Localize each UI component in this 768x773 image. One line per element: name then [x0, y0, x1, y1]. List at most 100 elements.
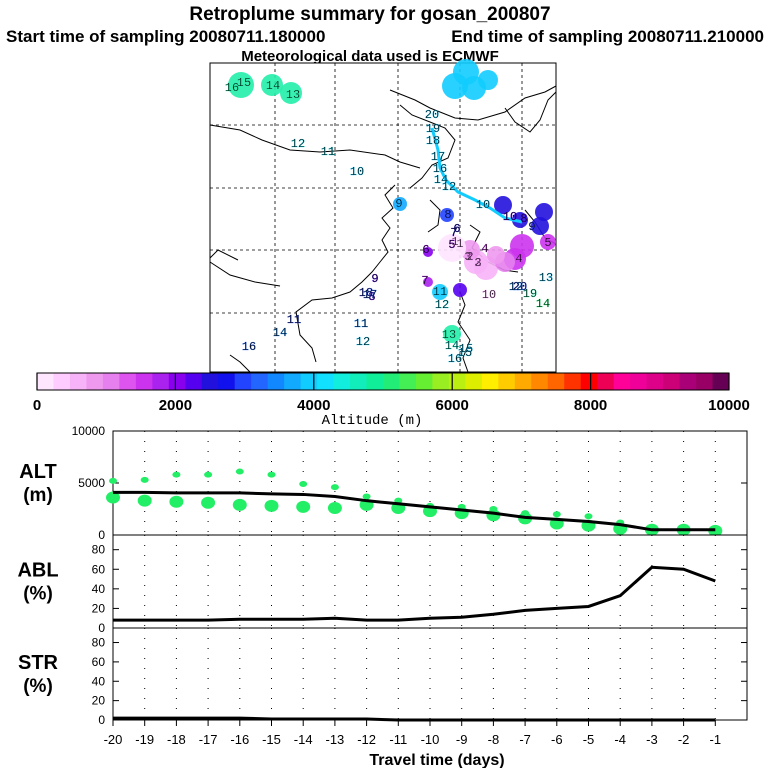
map-point-label: 16 — [242, 340, 256, 354]
colorbar-swatch — [135, 373, 153, 390]
alt-marker — [327, 501, 342, 514]
map-point-label: 8 — [444, 208, 451, 222]
abl-y-tick-label: 60 — [92, 562, 106, 576]
colorbar-tick-label: 4000 — [297, 397, 330, 414]
map-point-label: 12 — [356, 335, 370, 349]
colorbar-label: Altitude (m) — [322, 413, 423, 429]
str-title: STR — [18, 652, 59, 674]
plume-marker — [440, 208, 454, 222]
x-tick-label: -10 — [421, 732, 440, 747]
x-tick-label: -15 — [262, 732, 281, 747]
x-tick-label: -4 — [614, 732, 626, 747]
colorbar-swatch — [185, 373, 203, 390]
colorbar-swatch — [333, 373, 351, 390]
map-point-label: 11 — [287, 313, 301, 327]
colorbar-swatch — [679, 373, 697, 390]
plume-marker — [393, 197, 407, 211]
map-point-label: 6 — [453, 222, 460, 236]
map-point-label: 13 — [442, 328, 456, 342]
map-point-label: 12 — [442, 180, 456, 194]
alt-marker — [137, 494, 152, 507]
plume-marker — [228, 72, 254, 98]
coastline — [295, 184, 396, 363]
abl-y-tick-label: 80 — [92, 543, 106, 557]
x-tick-label: -3 — [646, 732, 658, 747]
plume-marker — [423, 247, 433, 257]
abl-panel-frame — [112, 534, 748, 629]
colorbar-swatch — [646, 373, 664, 390]
map-point-label: 2 — [466, 250, 473, 264]
map-point-label: 16 — [448, 352, 462, 366]
plume-marker — [494, 196, 512, 214]
colorbar-tick-label: 2000 — [159, 397, 192, 414]
alt-marker — [204, 471, 213, 478]
map-point-label: 15 — [458, 346, 472, 360]
x-tick-label: -11 — [389, 732, 407, 747]
colorbar-tick-label: 10000 — [708, 397, 750, 414]
alt-marker — [106, 491, 120, 504]
map-point-label: 15 — [459, 342, 473, 356]
colorbar-swatch — [69, 373, 87, 390]
map-point-label: 12 — [435, 298, 449, 312]
map-point-label: 12 — [291, 137, 305, 151]
coastline — [427, 199, 441, 233]
start-time: Start time of sampling 20080711.180000 — [6, 27, 325, 46]
map-point-label: 4 — [515, 252, 522, 266]
alt-marker — [264, 499, 279, 512]
x-tick-label: -20 — [104, 732, 123, 747]
map-point-label: 10 — [503, 210, 517, 224]
map-point-label: 6 — [422, 243, 429, 257]
map-point-label: 13 — [286, 88, 300, 102]
x-axis-label: Travel time (days) — [369, 752, 504, 768]
abl-y-tick-label: 20 — [92, 601, 106, 615]
abl-units: (%) — [23, 584, 53, 605]
colorbar-swatch — [630, 373, 648, 390]
map-point-label: 14 — [445, 339, 459, 353]
alt-series-line — [113, 490, 716, 532]
plume-marker — [438, 234, 466, 262]
colorbar-swatch — [696, 373, 714, 390]
map-point-label: 10 — [476, 198, 490, 212]
x-tick-label: -9 — [456, 732, 468, 747]
map-point-label: 3 — [464, 250, 471, 264]
colorbar-swatch — [218, 373, 236, 390]
str-y-tick-label: 40 — [92, 674, 106, 688]
map-point-label: 8 — [520, 212, 527, 226]
alt-marker — [362, 493, 371, 500]
x-tick-label: -5 — [583, 732, 595, 747]
coastline — [457, 291, 471, 373]
alt-panel: 0 5000 10000 ALT(m) — [19, 424, 748, 542]
str-y-tick-label: 60 — [92, 655, 106, 669]
map-point-label: 3 — [474, 256, 481, 270]
map-point-label: 11 — [433, 285, 447, 299]
alt-y-tick-label: 0 — [98, 528, 105, 542]
coastline — [399, 104, 456, 189]
plume-marker — [535, 203, 553, 221]
map-point-label: 7 — [421, 274, 428, 288]
map-point-label: 5 — [448, 238, 455, 252]
map-point-label: 12 — [509, 280, 523, 294]
x-tick-label: -7 — [519, 732, 531, 747]
x-tick-label: -19 — [135, 732, 154, 747]
map-point-label: 9 — [371, 272, 378, 286]
alt-marker — [201, 496, 216, 509]
colorbar-swatch — [37, 373, 54, 390]
map-point-label: 20 — [425, 108, 439, 122]
map-point-label: 18 — [359, 286, 373, 300]
figure-title: Retroplume summary for gosan_200807 — [189, 4, 550, 25]
map-point-label: 10 — [350, 165, 364, 179]
alt-marker — [296, 500, 311, 513]
colorbar-swatch — [613, 373, 631, 390]
plume-marker — [478, 70, 498, 90]
abl-series-line — [113, 565, 716, 622]
colorbar-swatch — [597, 373, 615, 390]
colorbar-swatch — [53, 373, 71, 390]
str-y-tick-label: 20 — [92, 694, 106, 708]
plume-marker — [442, 73, 468, 99]
map-point-label: 2 — [474, 256, 481, 270]
colorbar-swatch — [284, 373, 302, 390]
map-point-label: 14 — [273, 326, 287, 340]
map-point-label: 14 — [434, 173, 448, 187]
colorbar-swatch — [366, 373, 384, 390]
